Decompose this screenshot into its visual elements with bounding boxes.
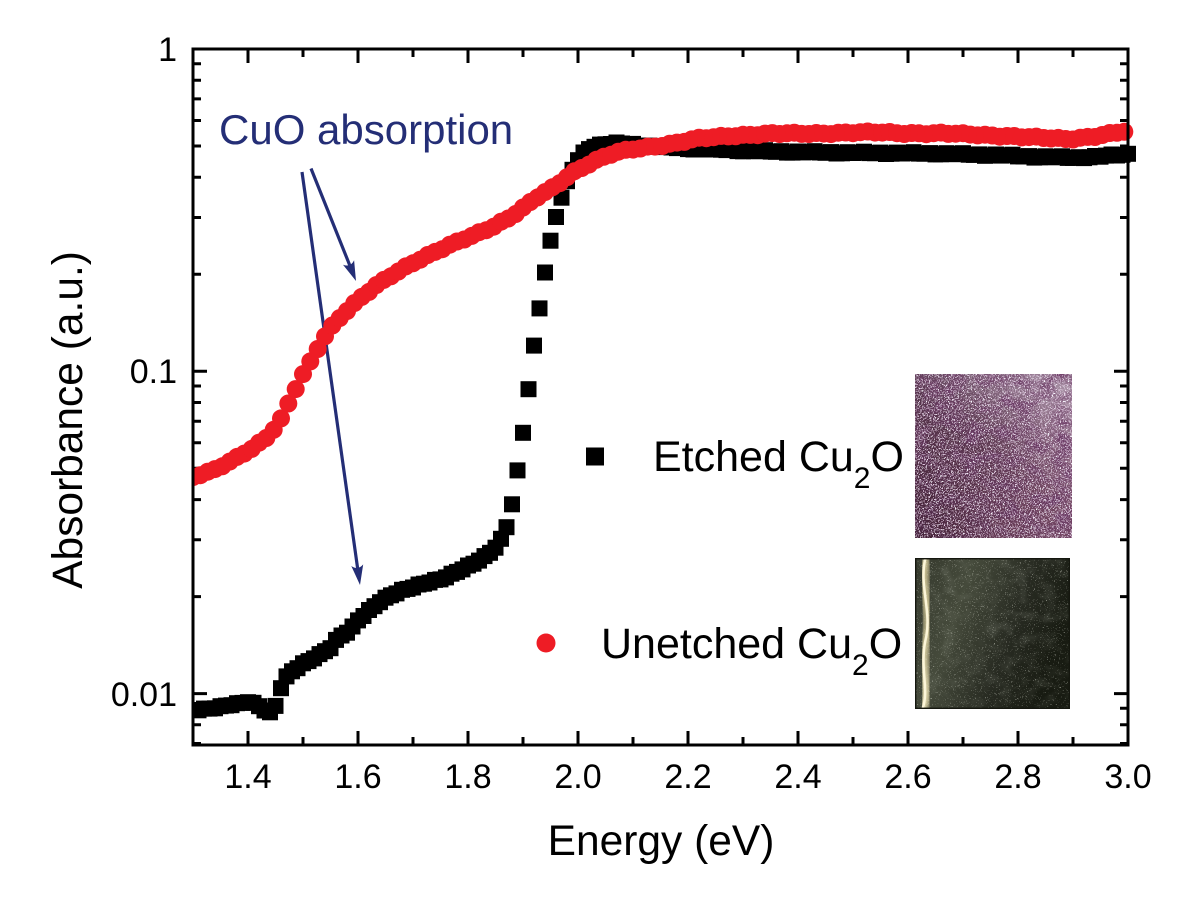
svg-text:0.1: 0.1 [130,353,177,391]
svg-text:2.2: 2.2 [664,758,711,796]
svg-text:2.0: 2.0 [554,758,601,796]
svg-text:1.4: 1.4 [224,758,271,796]
svg-text:2.8: 2.8 [994,758,1041,796]
svg-text:Energy (eV): Energy (eV) [548,818,775,865]
svg-text:1: 1 [158,31,177,69]
svg-text:CuO absorption: CuO absorption [219,106,513,153]
svg-text:3.0: 3.0 [1104,758,1151,796]
svg-text:2.4: 2.4 [774,758,821,796]
svg-text:1.8: 1.8 [444,758,491,796]
svg-text:2.6: 2.6 [884,758,931,796]
svg-text:1.6: 1.6 [334,758,381,796]
svg-text:Absorbance (a.u.): Absorbance (a.u.) [45,251,92,589]
svg-text:0.01: 0.01 [111,676,177,714]
